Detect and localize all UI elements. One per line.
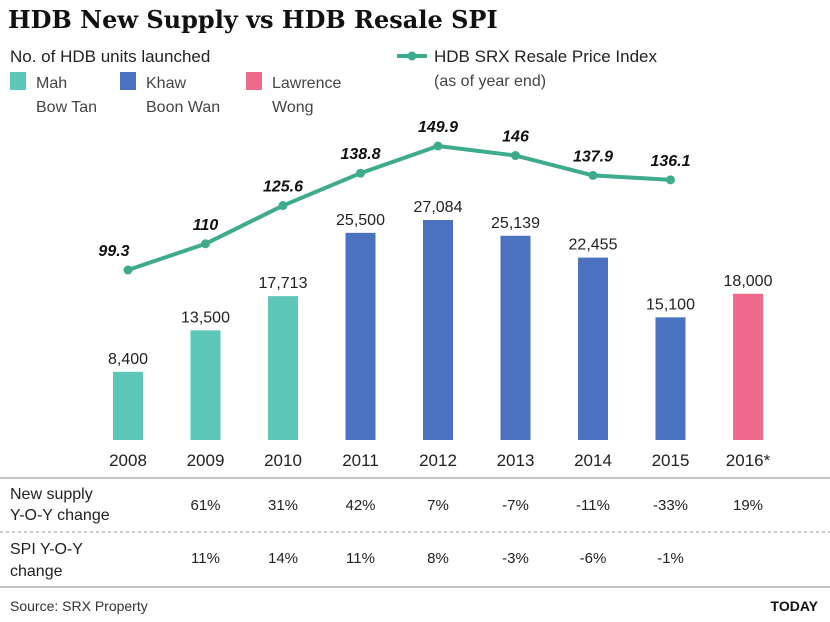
bar-label-2008: 8,400 [108, 351, 148, 368]
chart-title: HDB New Supply vs HDB Resale SPI [8, 5, 498, 34]
table-cell: 7% [427, 497, 449, 514]
bar-2013 [500, 235, 531, 440]
spi-point-2014 [588, 170, 598, 180]
table-cell: 11% [346, 550, 375, 567]
x-tick-2012: 2012 [419, 451, 457, 470]
bar-2008 [113, 371, 143, 440]
x-tick-2016: 2016* [726, 451, 771, 470]
legend-khaw-line1: Khaw [146, 75, 186, 92]
spi-line [127, 144, 671, 272]
legend-line-subheading: (as of year end) [434, 73, 546, 90]
legend-wong-line1: Lawrence [272, 75, 341, 92]
bar-2011 [345, 232, 376, 440]
spi-label-2009: 110 [193, 217, 219, 234]
table-cell: 11% [191, 550, 220, 567]
bar-2015 [655, 317, 686, 440]
spi-point-2013 [511, 151, 520, 161]
bar-2014 [578, 257, 608, 440]
legend-wong-line2: Wong [272, 99, 314, 116]
legend-swatch-wong [246, 72, 262, 90]
bar-label-2016: 18,000 [724, 273, 773, 290]
spi-label-2012: 149.9 [418, 119, 458, 136]
bar-series [113, 220, 763, 440]
row-label-supply-line1: New supply [10, 486, 93, 503]
source-note: Source: SRX Property [10, 598, 148, 614]
x-tick-2013: 2013 [497, 451, 535, 470]
bar-label-2012: 27,084 [414, 199, 463, 216]
bar-label-2010: 17,713 [259, 275, 308, 292]
bar-label-2013: 25,139 [491, 215, 540, 232]
spi-point-2008 [123, 265, 133, 275]
spi-label-2010: 125.6 [263, 179, 303, 196]
spi-label-2015: 136.1 [650, 153, 690, 170]
brand-logo: TODAY [771, 598, 819, 614]
table-cell: 42% [345, 497, 375, 514]
legend-line-heading: HDB SRX Resale Price Index [434, 47, 657, 66]
legend-bar-heading: No. of HDB units launched [10, 47, 210, 66]
bar-label-2009: 13,500 [181, 309, 230, 326]
table-cell: -33% [653, 497, 688, 514]
row-label-spi-line1: SPI Y-O-Y [10, 541, 83, 558]
table-cell: 19% [733, 497, 763, 514]
spi-label-2014: 137.9 [573, 148, 613, 165]
legend: No. of HDB units launched Mah Bow Tan Kh… [10, 47, 657, 116]
table-cell: -11% [576, 497, 610, 514]
table-cell: 8% [427, 550, 449, 567]
bar-2010 [268, 296, 298, 440]
spi-point-2011 [356, 168, 365, 178]
table-cells: 61% 31% 42% 7% -7% -11% -33% 19% 11% 14% 11% 8% -3% -… [190, 497, 763, 567]
spi-line-series [123, 141, 675, 275]
spi-label-2013: 146 [502, 129, 529, 146]
table-cell: 61% [190, 497, 220, 514]
legend-mah-line2: Bow Tan [36, 99, 97, 116]
table-cell: 14% [268, 550, 298, 567]
legend-swatch-mah [10, 72, 26, 90]
spi-point-2015 [666, 175, 675, 185]
spi-point-2012 [433, 141, 443, 151]
bar-value-labels: 8,400 13,500 17,713 25,500 27,084 25,139 22,45… [108, 199, 773, 368]
spi-point-2009 [201, 239, 210, 249]
legend-line-marker [407, 51, 417, 61]
x-tick-2008: 2008 [109, 451, 147, 470]
x-tick-2011: 2011 [342, 451, 379, 470]
legend-mah-line1: Mah [36, 75, 67, 92]
bar-2012 [423, 220, 453, 440]
spi-label-2008: 99.3 [98, 243, 129, 260]
bar-label-2015: 15,100 [646, 296, 695, 313]
table-cell: -1% [657, 550, 684, 567]
x-tick-2010: 2010 [264, 451, 302, 470]
bar-2016 [733, 293, 763, 440]
legend-swatch-khaw [120, 72, 136, 90]
x-axis-ticks: 2008 2009 2010 2011 2012 2013 2014 2015 2016* [109, 451, 771, 470]
bar-2009 [190, 330, 221, 440]
x-tick-2015: 2015 [652, 451, 690, 470]
table-cell: -6% [580, 550, 607, 567]
table-cell: -7% [502, 497, 529, 514]
spi-value-labels: 99.3 110 125.6 138.8 149.9 146 137.9 136.1 [98, 119, 690, 260]
legend-khaw-line2: Boon Wan [146, 99, 220, 116]
spi-label-2011: 138.8 [340, 146, 380, 163]
x-tick-2014: 2014 [574, 451, 612, 470]
bar-label-2014: 22,455 [569, 237, 618, 254]
table-cell: -3% [502, 550, 529, 567]
row-label-spi-line2: change [10, 563, 63, 580]
yoy-table: New supply Y-O-Y change SPI Y-O-Y change… [0, 477, 830, 588]
table-cell: 31% [268, 497, 298, 514]
x-tick-2009: 2009 [187, 451, 225, 470]
spi-point-2010 [278, 201, 288, 211]
bar-label-2011: 25,500 [336, 212, 385, 229]
row-label-supply-line2: Y-O-Y change [10, 507, 110, 524]
